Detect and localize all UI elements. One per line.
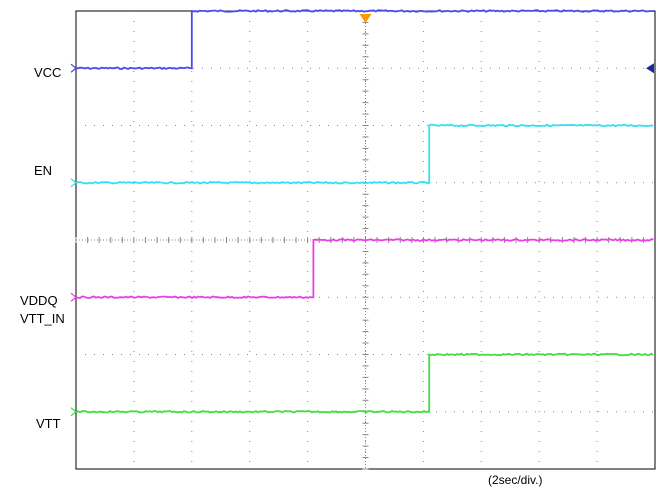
trace-vtt xyxy=(75,352,654,414)
vddq-label: VDDQ xyxy=(20,293,58,308)
trigger-marker-icon xyxy=(359,14,372,23)
vtt-label: VTT xyxy=(36,416,61,431)
channel-marker-vddq xyxy=(70,292,77,302)
en-label: EN xyxy=(34,163,53,178)
channel-marker-vcc xyxy=(70,63,77,73)
reference-marker-icon xyxy=(646,63,654,74)
trace-vcc xyxy=(75,9,654,71)
trace-vddq xyxy=(76,238,654,300)
traces xyxy=(70,9,654,417)
markers xyxy=(359,14,654,74)
channel-marker-vtt xyxy=(70,407,77,417)
channel-marker-en xyxy=(70,178,77,188)
trace-en xyxy=(75,123,654,185)
vtt-in-label: VTT_IN xyxy=(20,311,65,326)
vcc-label: VCC xyxy=(34,65,62,80)
time-scale-label: (2sec/div.) xyxy=(488,473,543,487)
